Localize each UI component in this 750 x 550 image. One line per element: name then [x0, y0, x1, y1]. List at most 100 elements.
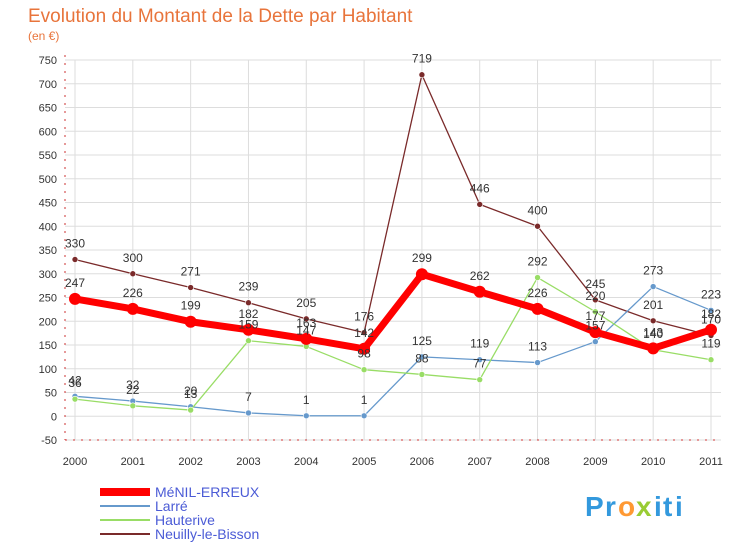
data-label-neuilly-le-bisson-10: 201: [643, 298, 663, 312]
data-labels: 42 32 20 7 1 1 125 119 113 157 273 223 36 22 13 159 147 9…: [65, 52, 721, 407]
point-neuilly-le-bisson-4: [302, 315, 310, 323]
data-label-neuilly-le-bisson-0: 330: [65, 237, 85, 251]
point-m-nil-erreux-6: [415, 268, 428, 281]
point-hauterive-9: [592, 308, 599, 316]
data-label-larr--1: 32: [126, 378, 140, 392]
data-label-neuilly-le-bisson-11: 170: [701, 313, 721, 327]
x-axis-ticks: 2000 2001 2002 2003 2004 2005 2006 2007 2008 2009…: [63, 456, 723, 468]
logo-letter-2: o: [618, 491, 635, 522]
legend-label-neuilly-le-bisson: Neuilly-le-Bisson: [155, 526, 259, 542]
point-neuilly-le-bisson-6: [418, 71, 426, 79]
data-label-neuilly-le-bisson-9: 245: [585, 277, 605, 291]
logo-letter-5: t: [663, 491, 672, 522]
point-m-nil-erreux-2: [184, 315, 197, 328]
point-m-nil-erreux-3: [242, 323, 255, 336]
point-larr--6: [418, 353, 426, 361]
data-label-larr--4: 1: [303, 393, 310, 407]
y-tick-label-1: 0: [51, 411, 57, 423]
data-label-hauterive-8: 292: [528, 255, 548, 269]
x-tick-label-8: 2008: [525, 456, 549, 468]
data-label-hauterive-0: 36: [68, 376, 82, 390]
data-label-m-nil-erreux-6: 299: [412, 251, 432, 265]
plot-area: [65, 55, 721, 440]
logo-letter-4: i: [654, 491, 662, 522]
point-neuilly-le-bisson-10: [649, 317, 657, 325]
point-hauterive-1: [129, 402, 137, 410]
point-neuilly-le-bisson-5: [360, 329, 368, 336]
point-larr--8: [534, 359, 541, 366]
y-tick-label-7: 300: [39, 269, 57, 281]
point-larr--9: [592, 338, 599, 345]
data-label-m-nil-erreux-11: 182: [701, 307, 721, 321]
y-tick-label-0: -50: [41, 435, 57, 447]
data-label-larr--0: 42: [68, 373, 82, 387]
logo-letter-1: r: [605, 491, 616, 522]
data-label-hauterive-4: 147: [296, 323, 316, 337]
y-tick-label-6: 250: [39, 293, 57, 305]
point-hauterive-0: [71, 395, 79, 403]
point-larr--10: [649, 283, 657, 290]
point-larr--4: [302, 412, 310, 420]
data-label-neuilly-le-bisson-3: 239: [238, 280, 258, 294]
y-tick-label-5: 200: [39, 316, 57, 328]
y-tick-label-12: 550: [39, 150, 57, 162]
x-tick-label-0: 2000: [63, 456, 87, 468]
legend: MéNIL-ERREUXLarréHauteriveNeuilly-le-Bis…: [100, 484, 260, 542]
data-label-m-nil-erreux-3: 182: [238, 307, 258, 321]
data-label-larr--5: 1: [361, 393, 368, 407]
y-tick-label-10: 450: [39, 198, 57, 210]
y-tick-label-13: 600: [39, 126, 57, 138]
point-m-nil-erreux-11: [705, 323, 717, 336]
point-neuilly-le-bisson-9: [592, 296, 599, 304]
point-m-nil-erreux-8: [531, 302, 544, 315]
data-label-hauterive-9: 220: [585, 289, 605, 303]
y-tick-label-15: 700: [39, 79, 57, 91]
point-hauterive-11: [707, 356, 715, 364]
y-tick-label-2: 50: [45, 388, 57, 400]
data-label-neuilly-le-bisson-5: 176: [354, 310, 374, 324]
data-label-larr--6: 125: [412, 334, 432, 348]
x-tick-label-11: 2011: [699, 456, 723, 468]
point-m-nil-erreux-1: [126, 302, 139, 315]
point-larr--3: [245, 409, 252, 417]
data-label-larr--2: 20: [184, 384, 198, 398]
data-label-neuilly-le-bisson-4: 205: [296, 296, 316, 310]
data-label-m-nil-erreux-0: 247: [65, 276, 85, 290]
point-m-nil-erreux-7: [473, 285, 486, 298]
series-line-m-nil-erreux: [74, 270, 713, 353]
x-tick-label-3: 2003: [236, 456, 260, 468]
y-tick-label-11: 500: [39, 174, 57, 186]
point-hauterive-6: [418, 371, 426, 378]
data-label-neuilly-le-bisson-1: 300: [123, 251, 143, 265]
data-label-neuilly-le-bisson-8: 400: [528, 203, 548, 217]
point-m-nil-erreux-0: [69, 292, 81, 305]
point-neuilly-le-bisson-7: [476, 201, 484, 208]
logo-letter-0: P: [585, 491, 604, 522]
y-axis-ticks: -50 0 50 100 150 200 250 300 350 400 450 500 550 600 6…: [39, 55, 57, 447]
data-label-hauterive-2: 13: [184, 387, 198, 401]
y-tick-label-16: 750: [39, 55, 57, 67]
point-larr--7: [476, 356, 484, 364]
point-neuilly-le-bisson-0: [71, 256, 79, 263]
data-label-m-nil-erreux-5: 142: [354, 326, 374, 340]
x-tick-label-9: 2009: [583, 456, 607, 468]
data-label-hauterive-10: 140: [643, 327, 663, 341]
data-label-hauterive-1: 22: [126, 383, 140, 397]
data-label-larr--10: 273: [643, 264, 663, 278]
data-label-hauterive-3: 159: [238, 318, 258, 332]
data-label-m-nil-erreux-7: 262: [470, 269, 490, 283]
x-tick-label-4: 2004: [294, 456, 318, 468]
point-larr--11: [707, 307, 715, 314]
x-tick-label-10: 2010: [641, 456, 665, 468]
data-label-larr--9: 157: [585, 319, 605, 333]
point-hauterive-2: [187, 406, 194, 414]
point-m-nil-erreux-4: [300, 332, 313, 345]
data-label-m-nil-erreux-10: 143: [643, 325, 663, 339]
series-line-hauterive: [74, 276, 712, 411]
data-label-neuilly-le-bisson-6: 719: [412, 52, 432, 66]
legend-label-larr-: Larré: [155, 498, 188, 514]
legend-label-m-nil-erreux: MéNIL-ERREUX: [155, 484, 260, 500]
x-tick-label-6: 2006: [410, 456, 434, 468]
